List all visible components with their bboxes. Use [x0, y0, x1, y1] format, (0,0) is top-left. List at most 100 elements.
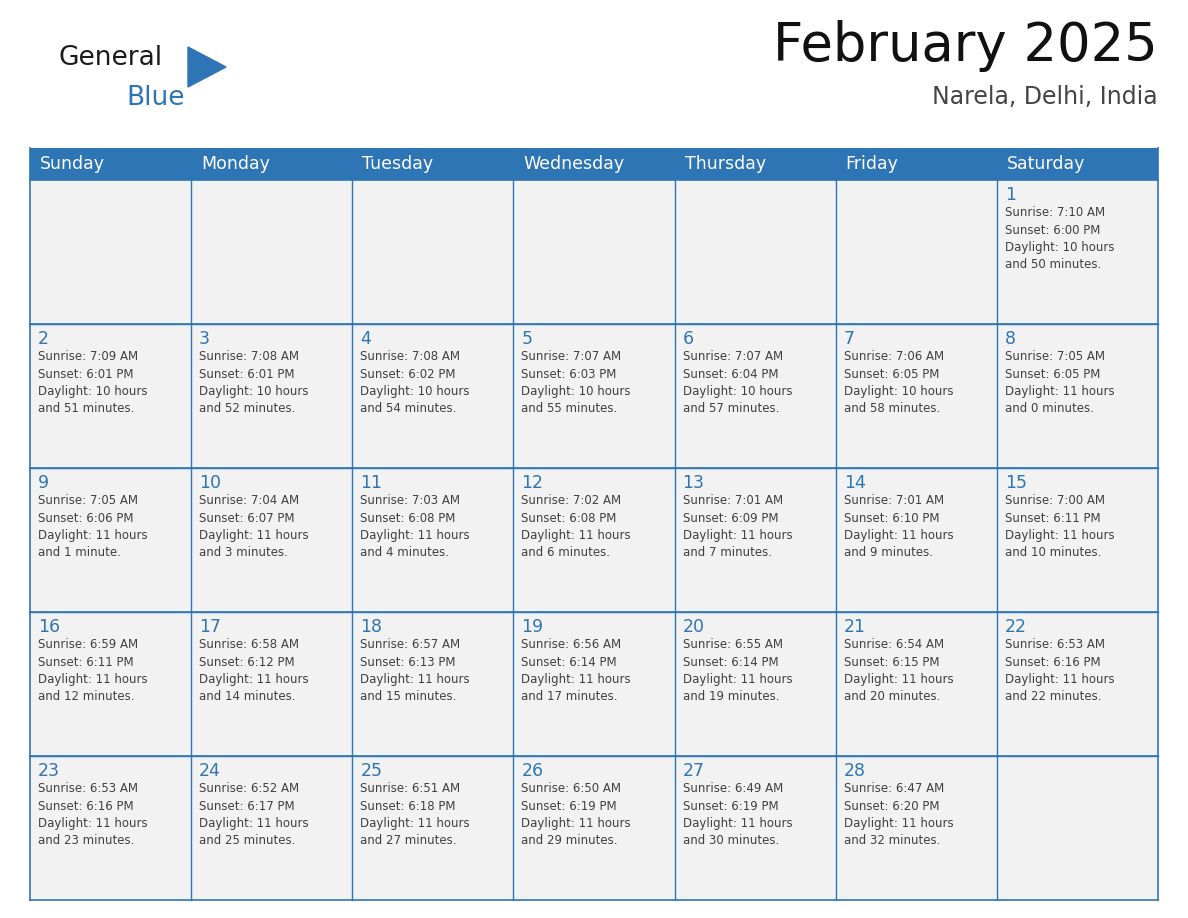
Text: Tuesday: Tuesday: [362, 155, 434, 173]
Bar: [513, 612, 675, 756]
Bar: [353, 468, 513, 612]
Text: February 2025: February 2025: [773, 20, 1158, 72]
Text: Sunrise: 6:55 AM
Sunset: 6:14 PM
Daylight: 11 hours
and 19 minutes.: Sunrise: 6:55 AM Sunset: 6:14 PM Dayligh…: [683, 638, 792, 703]
Text: 21: 21: [843, 618, 866, 636]
Bar: [30, 468, 191, 612]
Bar: [997, 468, 1158, 612]
Bar: [30, 612, 191, 756]
Text: Sunrise: 7:10 AM
Sunset: 6:00 PM
Daylight: 10 hours
and 50 minutes.: Sunrise: 7:10 AM Sunset: 6:00 PM Dayligh…: [1005, 206, 1114, 272]
Text: Sunrise: 6:57 AM
Sunset: 6:13 PM
Daylight: 11 hours
and 15 minutes.: Sunrise: 6:57 AM Sunset: 6:13 PM Dayligh…: [360, 638, 470, 703]
Bar: [191, 468, 353, 612]
Text: Sunrise: 7:09 AM
Sunset: 6:01 PM
Daylight: 10 hours
and 51 minutes.: Sunrise: 7:09 AM Sunset: 6:01 PM Dayligh…: [38, 350, 147, 416]
Bar: [353, 148, 513, 180]
Bar: [835, 324, 997, 468]
Text: Sunrise: 7:00 AM
Sunset: 6:11 PM
Daylight: 11 hours
and 10 minutes.: Sunrise: 7:00 AM Sunset: 6:11 PM Dayligh…: [1005, 494, 1114, 559]
Text: Sunrise: 6:53 AM
Sunset: 6:16 PM
Daylight: 11 hours
and 22 minutes.: Sunrise: 6:53 AM Sunset: 6:16 PM Dayligh…: [1005, 638, 1114, 703]
Text: Sunrise: 6:58 AM
Sunset: 6:12 PM
Daylight: 11 hours
and 14 minutes.: Sunrise: 6:58 AM Sunset: 6:12 PM Dayligh…: [200, 638, 309, 703]
Text: 4: 4: [360, 330, 371, 348]
Bar: [675, 756, 835, 900]
Bar: [835, 756, 997, 900]
Text: 17: 17: [200, 618, 221, 636]
Text: Friday: Friday: [846, 155, 898, 173]
Text: 13: 13: [683, 474, 704, 492]
Text: Sunrise: 7:06 AM
Sunset: 6:05 PM
Daylight: 10 hours
and 58 minutes.: Sunrise: 7:06 AM Sunset: 6:05 PM Dayligh…: [843, 350, 953, 416]
Text: 20: 20: [683, 618, 704, 636]
Bar: [353, 324, 513, 468]
Bar: [997, 148, 1158, 180]
Text: 3: 3: [200, 330, 210, 348]
Text: 12: 12: [522, 474, 543, 492]
Bar: [30, 756, 191, 900]
Bar: [675, 148, 835, 180]
Text: 7: 7: [843, 330, 854, 348]
Bar: [835, 468, 997, 612]
Bar: [30, 148, 191, 180]
Bar: [353, 612, 513, 756]
Text: Sunrise: 6:52 AM
Sunset: 6:17 PM
Daylight: 11 hours
and 25 minutes.: Sunrise: 6:52 AM Sunset: 6:17 PM Dayligh…: [200, 782, 309, 847]
Text: Blue: Blue: [126, 85, 184, 111]
Text: Wednesday: Wednesday: [524, 155, 625, 173]
Bar: [997, 612, 1158, 756]
Text: Sunrise: 7:08 AM
Sunset: 6:02 PM
Daylight: 10 hours
and 54 minutes.: Sunrise: 7:08 AM Sunset: 6:02 PM Dayligh…: [360, 350, 469, 416]
Text: 9: 9: [38, 474, 49, 492]
Bar: [353, 180, 513, 324]
Text: Thursday: Thursday: [684, 155, 766, 173]
Text: Sunrise: 6:56 AM
Sunset: 6:14 PM
Daylight: 11 hours
and 17 minutes.: Sunrise: 6:56 AM Sunset: 6:14 PM Dayligh…: [522, 638, 631, 703]
Text: 11: 11: [360, 474, 383, 492]
Bar: [513, 468, 675, 612]
Text: Sunrise: 6:51 AM
Sunset: 6:18 PM
Daylight: 11 hours
and 27 minutes.: Sunrise: 6:51 AM Sunset: 6:18 PM Dayligh…: [360, 782, 470, 847]
Bar: [191, 756, 353, 900]
Bar: [353, 756, 513, 900]
Text: 27: 27: [683, 762, 704, 780]
Bar: [513, 756, 675, 900]
Text: 28: 28: [843, 762, 866, 780]
Bar: [835, 612, 997, 756]
Text: Monday: Monday: [201, 155, 270, 173]
Text: Sunday: Sunday: [40, 155, 105, 173]
Text: Sunrise: 6:49 AM
Sunset: 6:19 PM
Daylight: 11 hours
and 30 minutes.: Sunrise: 6:49 AM Sunset: 6:19 PM Dayligh…: [683, 782, 792, 847]
Bar: [835, 148, 997, 180]
Text: 10: 10: [200, 474, 221, 492]
Bar: [30, 324, 191, 468]
Text: 22: 22: [1005, 618, 1026, 636]
Bar: [191, 180, 353, 324]
Text: 24: 24: [200, 762, 221, 780]
Text: 2: 2: [38, 330, 49, 348]
Text: 25: 25: [360, 762, 383, 780]
Text: 1: 1: [1005, 186, 1016, 204]
Text: 6: 6: [683, 330, 694, 348]
Bar: [675, 180, 835, 324]
Text: 15: 15: [1005, 474, 1026, 492]
Text: 18: 18: [360, 618, 383, 636]
Text: Sunrise: 6:50 AM
Sunset: 6:19 PM
Daylight: 11 hours
and 29 minutes.: Sunrise: 6:50 AM Sunset: 6:19 PM Dayligh…: [522, 782, 631, 847]
Bar: [997, 324, 1158, 468]
Bar: [997, 180, 1158, 324]
Bar: [191, 612, 353, 756]
Text: Sunrise: 7:07 AM
Sunset: 6:04 PM
Daylight: 10 hours
and 57 minutes.: Sunrise: 7:07 AM Sunset: 6:04 PM Dayligh…: [683, 350, 792, 416]
Text: 5: 5: [522, 330, 532, 348]
Text: Narela, Delhi, India: Narela, Delhi, India: [933, 85, 1158, 109]
Bar: [30, 180, 191, 324]
Text: 26: 26: [522, 762, 544, 780]
Text: 14: 14: [843, 474, 866, 492]
Text: Sunrise: 6:59 AM
Sunset: 6:11 PM
Daylight: 11 hours
and 12 minutes.: Sunrise: 6:59 AM Sunset: 6:11 PM Dayligh…: [38, 638, 147, 703]
Text: 23: 23: [38, 762, 61, 780]
Text: Sunrise: 7:01 AM
Sunset: 6:10 PM
Daylight: 11 hours
and 9 minutes.: Sunrise: 7:01 AM Sunset: 6:10 PM Dayligh…: [843, 494, 953, 559]
Text: Sunrise: 7:08 AM
Sunset: 6:01 PM
Daylight: 10 hours
and 52 minutes.: Sunrise: 7:08 AM Sunset: 6:01 PM Dayligh…: [200, 350, 309, 416]
Polygon shape: [188, 47, 226, 87]
Text: Sunrise: 7:07 AM
Sunset: 6:03 PM
Daylight: 10 hours
and 55 minutes.: Sunrise: 7:07 AM Sunset: 6:03 PM Dayligh…: [522, 350, 631, 416]
Text: Sunrise: 6:53 AM
Sunset: 6:16 PM
Daylight: 11 hours
and 23 minutes.: Sunrise: 6:53 AM Sunset: 6:16 PM Dayligh…: [38, 782, 147, 847]
Text: 19: 19: [522, 618, 544, 636]
Text: 16: 16: [38, 618, 61, 636]
Bar: [191, 148, 353, 180]
Bar: [997, 756, 1158, 900]
Text: Sunrise: 7:04 AM
Sunset: 6:07 PM
Daylight: 11 hours
and 3 minutes.: Sunrise: 7:04 AM Sunset: 6:07 PM Dayligh…: [200, 494, 309, 559]
Text: Sunrise: 6:47 AM
Sunset: 6:20 PM
Daylight: 11 hours
and 32 minutes.: Sunrise: 6:47 AM Sunset: 6:20 PM Dayligh…: [843, 782, 953, 847]
Bar: [835, 180, 997, 324]
Bar: [675, 612, 835, 756]
Bar: [513, 324, 675, 468]
Bar: [191, 324, 353, 468]
Text: Sunrise: 7:03 AM
Sunset: 6:08 PM
Daylight: 11 hours
and 4 minutes.: Sunrise: 7:03 AM Sunset: 6:08 PM Dayligh…: [360, 494, 470, 559]
Text: Sunrise: 7:02 AM
Sunset: 6:08 PM
Daylight: 11 hours
and 6 minutes.: Sunrise: 7:02 AM Sunset: 6:08 PM Dayligh…: [522, 494, 631, 559]
Text: General: General: [58, 45, 162, 71]
